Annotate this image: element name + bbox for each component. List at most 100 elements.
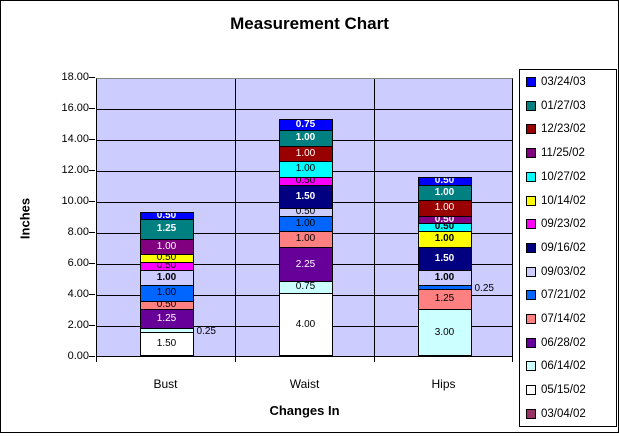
x-axis-tick — [235, 357, 236, 362]
bar-segment: 0.75 — [278, 118, 333, 132]
y-axis-tick — [89, 294, 95, 295]
y-axis-tick — [89, 201, 95, 202]
bar-segment: 1.00 — [139, 285, 194, 302]
legend-item: 07/21/02 — [526, 288, 614, 302]
legend-label: 06/14/02 — [541, 360, 586, 373]
bar-segment: 1.00 — [278, 130, 333, 147]
bar-segment: 0.50 — [139, 254, 194, 263]
bar-segment: 0.50 — [278, 207, 333, 217]
legend-label: 09/16/02 — [541, 241, 586, 254]
bar-segment-label: 1.00 — [295, 132, 316, 144]
y-axis-tick — [89, 170, 95, 171]
legend-item: 03/04/02 — [526, 407, 614, 421]
legend-label: 12/23/02 — [541, 123, 586, 136]
bar-segment: 0.50 — [139, 262, 194, 271]
bar-segment: 0.50 — [139, 211, 194, 221]
bar-segment: 4.00 — [278, 293, 333, 356]
bar-segment-label: 0.50 — [156, 262, 177, 271]
y-tick-label: 18.00 — [61, 71, 89, 83]
legend-label: 03/04/02 — [541, 407, 586, 420]
legend-item: 01/27/03 — [526, 99, 614, 113]
y-axis-tick — [89, 356, 95, 357]
bar-segment-label: 0.50 — [156, 300, 177, 310]
y-axis-tick — [89, 232, 95, 233]
legend-item: 09/16/02 — [526, 241, 614, 255]
legend-swatch — [526, 124, 536, 135]
x-axis-tick — [374, 357, 375, 362]
legend-swatch — [526, 219, 536, 230]
category-label: Bust — [153, 377, 178, 391]
y-tick-label: 6.00 — [67, 257, 89, 269]
bar-segment: 0.50 — [278, 176, 333, 186]
bar-segment-label: 1.00 — [295, 147, 316, 159]
bar-segment: 1.00 — [417, 184, 472, 201]
bar-segment: 1.00 — [278, 161, 333, 178]
bar-segment: 1.00 — [139, 269, 194, 287]
legend-item: 09/03/02 — [526, 265, 614, 279]
bar-segment: 1.50 — [278, 184, 333, 209]
gridline — [374, 79, 375, 356]
y-axis-title: Inches — [17, 197, 33, 240]
legend-swatch — [526, 77, 536, 87]
y-tick-label: 8.00 — [67, 226, 89, 238]
legend-label: 07/21/02 — [541, 289, 586, 302]
bar-segment: 3.00 — [417, 308, 472, 356]
legend-item: 03/24/03 — [526, 75, 614, 89]
bar-segment-label: 1.00 — [434, 186, 455, 198]
category-label: Hips — [431, 377, 456, 391]
chart-title: Measurement Chart — [230, 14, 389, 33]
bar-segment-label: 2.25 — [295, 258, 316, 270]
bar-segment-label: 1.00 — [295, 233, 316, 244]
legend-item: 12/23/02 — [526, 122, 614, 136]
bar-segment-label: 0.75 — [295, 118, 316, 130]
bar-segment-label: 0.50 — [434, 176, 455, 186]
legend-swatch — [526, 242, 536, 253]
bar-segment-label: 1.00 — [156, 271, 177, 283]
bar-segment-label: 1.00 — [295, 217, 316, 229]
x-axis-title: Changes In — [269, 403, 340, 418]
bar-segment-label: 1.25 — [156, 312, 177, 324]
bar-segment-label: 0.50 — [295, 176, 316, 186]
legend-swatch — [526, 361, 536, 372]
legend-label: 10/14/02 — [541, 194, 586, 207]
legend-label: 09/03/02 — [541, 265, 586, 278]
y-axis-tick — [89, 325, 95, 326]
bar-segment: 2.25 — [278, 246, 333, 283]
bar-segment: 0.50 — [417, 223, 472, 232]
y-tick-label: 16.00 — [61, 102, 89, 114]
bar-segment-label: 1.00 — [434, 271, 455, 283]
bar-segment-label: 1.25 — [156, 223, 177, 235]
bar-segment-label: 1.00 — [434, 202, 455, 213]
bar-segment: 1.00 — [278, 145, 333, 163]
legend: 03/24/03 01/27/03 12/23/02 11/25/02 10/27/02… — [519, 69, 617, 427]
y-tick-label: 14.00 — [61, 133, 89, 145]
y-tick-label: 2.00 — [67, 319, 89, 331]
legend-item: 05/15/02 — [526, 383, 614, 397]
gridline — [97, 109, 512, 110]
bar-segment: 0.50 — [139, 300, 194, 310]
legend-label: 07/14/02 — [541, 313, 586, 326]
y-axis-tick — [89, 139, 95, 140]
bar-segment: 1.00 — [417, 231, 472, 248]
legend-swatch — [526, 314, 536, 325]
legend-swatch — [526, 385, 536, 396]
legend-item: 06/28/02 — [526, 336, 614, 350]
legend-label: 05/15/02 — [541, 384, 586, 397]
bar-segment-label: 4.00 — [295, 319, 316, 330]
legend-swatch — [526, 337, 536, 348]
legend-label: 01/27/03 — [541, 99, 586, 112]
y-axis-tick — [89, 263, 95, 264]
bar-segment: 0.50 — [417, 176, 472, 186]
legend-item: 07/14/02 — [526, 312, 614, 326]
bar-segment-label: 1.00 — [295, 163, 316, 175]
bar-segment: 1.50 — [139, 331, 194, 356]
bar-segment-label: 0.50 — [434, 215, 455, 225]
y-axis-tick — [89, 108, 95, 109]
legend-swatch — [526, 100, 536, 111]
legend-item: 09/23/02 — [526, 217, 614, 231]
bar-segment-label: 1.50 — [295, 190, 316, 202]
bar-segment: 0.75 — [278, 281, 333, 294]
bar-segment-label: 3.00 — [434, 326, 455, 338]
bar-segment-label: 0.75 — [295, 281, 316, 293]
